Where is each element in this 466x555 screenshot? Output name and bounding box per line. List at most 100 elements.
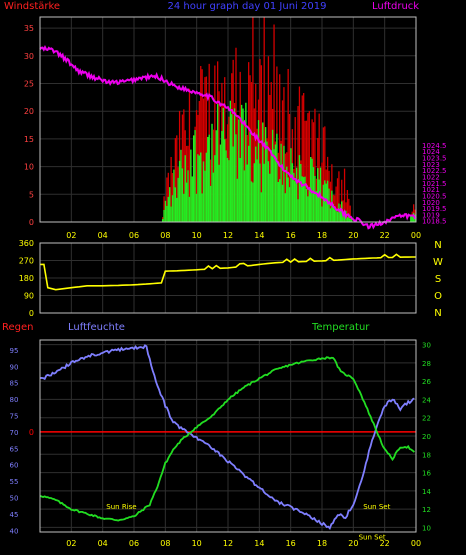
climate-x-tick: 18 xyxy=(317,539,327,548)
temperature-axis-title: Temperatur xyxy=(311,322,370,333)
temperature-y-tick: 12 xyxy=(422,506,431,514)
wind-panel-frame xyxy=(39,16,417,223)
temperature-y-tick: 16 xyxy=(422,470,431,478)
humidity-y-tick: 45 xyxy=(10,511,19,519)
temperature-path xyxy=(39,356,415,522)
pressure-y-ticks: 1018.510191019.510201020.510211021.51022… xyxy=(422,142,447,226)
temperature-y-tick: 24 xyxy=(422,396,431,404)
climate-panel-grid xyxy=(40,340,416,532)
wind-x-tick: 08 xyxy=(160,231,170,240)
wind-x-tick: 02 xyxy=(66,231,76,240)
humidity-y-tick: 50 xyxy=(10,495,19,503)
sun-annotation: Sun Rise xyxy=(106,503,136,511)
climate-x-tick: 04 xyxy=(98,539,108,548)
climate-x-tick: 08 xyxy=(160,539,170,548)
compass-label: N xyxy=(434,240,441,251)
humidity-y-tick: 40 xyxy=(10,527,19,535)
pressure-y-tick: 1021 xyxy=(422,186,440,194)
direction-path xyxy=(40,253,416,291)
direction-y-ticks: 0 90 180 270 360 xyxy=(19,239,34,318)
humidity-y-tick: 90 xyxy=(10,363,19,371)
wind-y-tick: 20 xyxy=(24,107,34,116)
humidity-y-tick: 75 xyxy=(10,412,19,420)
direction-y-tick: 270 xyxy=(19,257,34,266)
wind-x-ticks: 02 04 06 08 10 12 14 16 18 20 22 00 xyxy=(66,231,421,240)
pressure-path xyxy=(39,44,417,230)
wind-y-tick: 15 xyxy=(24,135,34,144)
wind-x-tick: 18 xyxy=(317,231,327,240)
rain-axis-title: Regen xyxy=(2,322,34,333)
humidity-y-ticks: 40 45 50 55 60 65 70 75 80 85 90 95 0 xyxy=(10,347,34,536)
climate-x-tick: 06 xyxy=(129,539,139,548)
humidity-y-tick: 65 xyxy=(10,445,19,453)
compass-label: O xyxy=(434,291,442,302)
wind-x-tick: 16 xyxy=(286,231,296,240)
wind-x-tick: 10 xyxy=(192,231,202,240)
wind-x-tick: 12 xyxy=(223,231,233,240)
climate-lines xyxy=(39,344,416,531)
direction-y-tick: 180 xyxy=(19,274,34,283)
sun-annotation: Sun Set xyxy=(363,503,390,511)
pressure-y-tick: 1019.5 xyxy=(422,205,447,213)
climate-x-tick: 00 xyxy=(411,539,421,548)
wind-axis-title: Windstärke xyxy=(4,1,60,12)
wind-x-tick: 14 xyxy=(254,231,264,240)
climate-panel-frame xyxy=(39,339,417,533)
pressure-y-tick: 1023.5 xyxy=(422,154,447,162)
wind-x-tick: 22 xyxy=(380,231,390,240)
direction-y-tick: 360 xyxy=(19,239,34,248)
temperature-y-ticks: 10 12 14 16 18 20 22 24 26 28 30 xyxy=(422,342,431,533)
climate-x-tick: 14 xyxy=(254,539,264,548)
pressure-y-tick: 1019 xyxy=(422,211,440,219)
pressure-y-tick: 1024.5 xyxy=(422,142,447,150)
humidity-y-tick: 85 xyxy=(10,380,19,388)
temperature-y-tick: 18 xyxy=(422,451,431,459)
wind-y-tick: 10 xyxy=(24,163,34,172)
pressure-y-tick: 1020 xyxy=(422,199,440,207)
wind-y-tick: 35 xyxy=(24,24,34,33)
sun-annotations: Sun Rise Sun Set Sun Set xyxy=(106,503,390,541)
temperature-y-tick: 10 xyxy=(422,524,431,532)
climate-x-tick: 12 xyxy=(223,539,233,548)
humidity-axis-title: Luftfeuchte xyxy=(68,322,125,333)
pressure-line xyxy=(39,44,417,230)
direction-line xyxy=(40,253,416,291)
climate-x-tick: 16 xyxy=(286,539,296,548)
temperature-y-tick: 22 xyxy=(422,415,431,423)
wind-y-ticks: 0 5 10 15 20 25 30 35 xyxy=(24,24,34,227)
wind-x-tick: 04 xyxy=(98,231,108,240)
temperature-y-tick: 20 xyxy=(422,433,431,441)
wind-x-tick: 06 xyxy=(129,231,139,240)
pressure-axis-title: Luftdruck xyxy=(372,1,419,12)
humidity-y-tick: 70 xyxy=(10,429,19,437)
temperature-y-tick: 30 xyxy=(422,342,431,350)
compass-label: S xyxy=(435,274,441,285)
compass-label: W xyxy=(433,257,443,268)
chart-title: 24 hour graph day 01 Juni 2019 xyxy=(168,1,327,12)
direction-y-tick: 0 xyxy=(29,309,34,318)
wind-y-tick: 30 xyxy=(24,52,34,61)
temperature-y-tick: 26 xyxy=(422,378,431,386)
pressure-y-tick: 1023 xyxy=(422,161,440,169)
pressure-y-tick: 1020.5 xyxy=(422,192,447,200)
direction-y-tick: 90 xyxy=(24,292,34,301)
sun-annotation: Sun Set xyxy=(359,533,386,541)
humidity-y-tick: 95 xyxy=(10,347,19,355)
rain-zero-label: 0 xyxy=(29,428,34,437)
pressure-y-tick: 1018.5 xyxy=(422,218,447,226)
climate-x-ticks: 02 04 06 08 10 12 14 16 18 20 22 00 xyxy=(66,539,421,548)
temperature-y-tick: 14 xyxy=(422,488,431,496)
pressure-y-tick: 1021.5 xyxy=(422,180,447,188)
climate-x-tick: 10 xyxy=(192,539,202,548)
pressure-y-tick: 1022 xyxy=(422,173,440,181)
direction-panel-frame xyxy=(39,242,417,314)
humidity-y-tick: 60 xyxy=(10,462,19,470)
pressure-y-tick: 1024 xyxy=(422,148,440,156)
temperature-y-tick: 28 xyxy=(422,360,431,368)
wind-x-tick: 20 xyxy=(348,231,358,240)
wind-y-tick: 5 xyxy=(29,190,34,199)
humidity-path xyxy=(39,344,415,531)
humidity-y-tick: 80 xyxy=(10,396,19,404)
